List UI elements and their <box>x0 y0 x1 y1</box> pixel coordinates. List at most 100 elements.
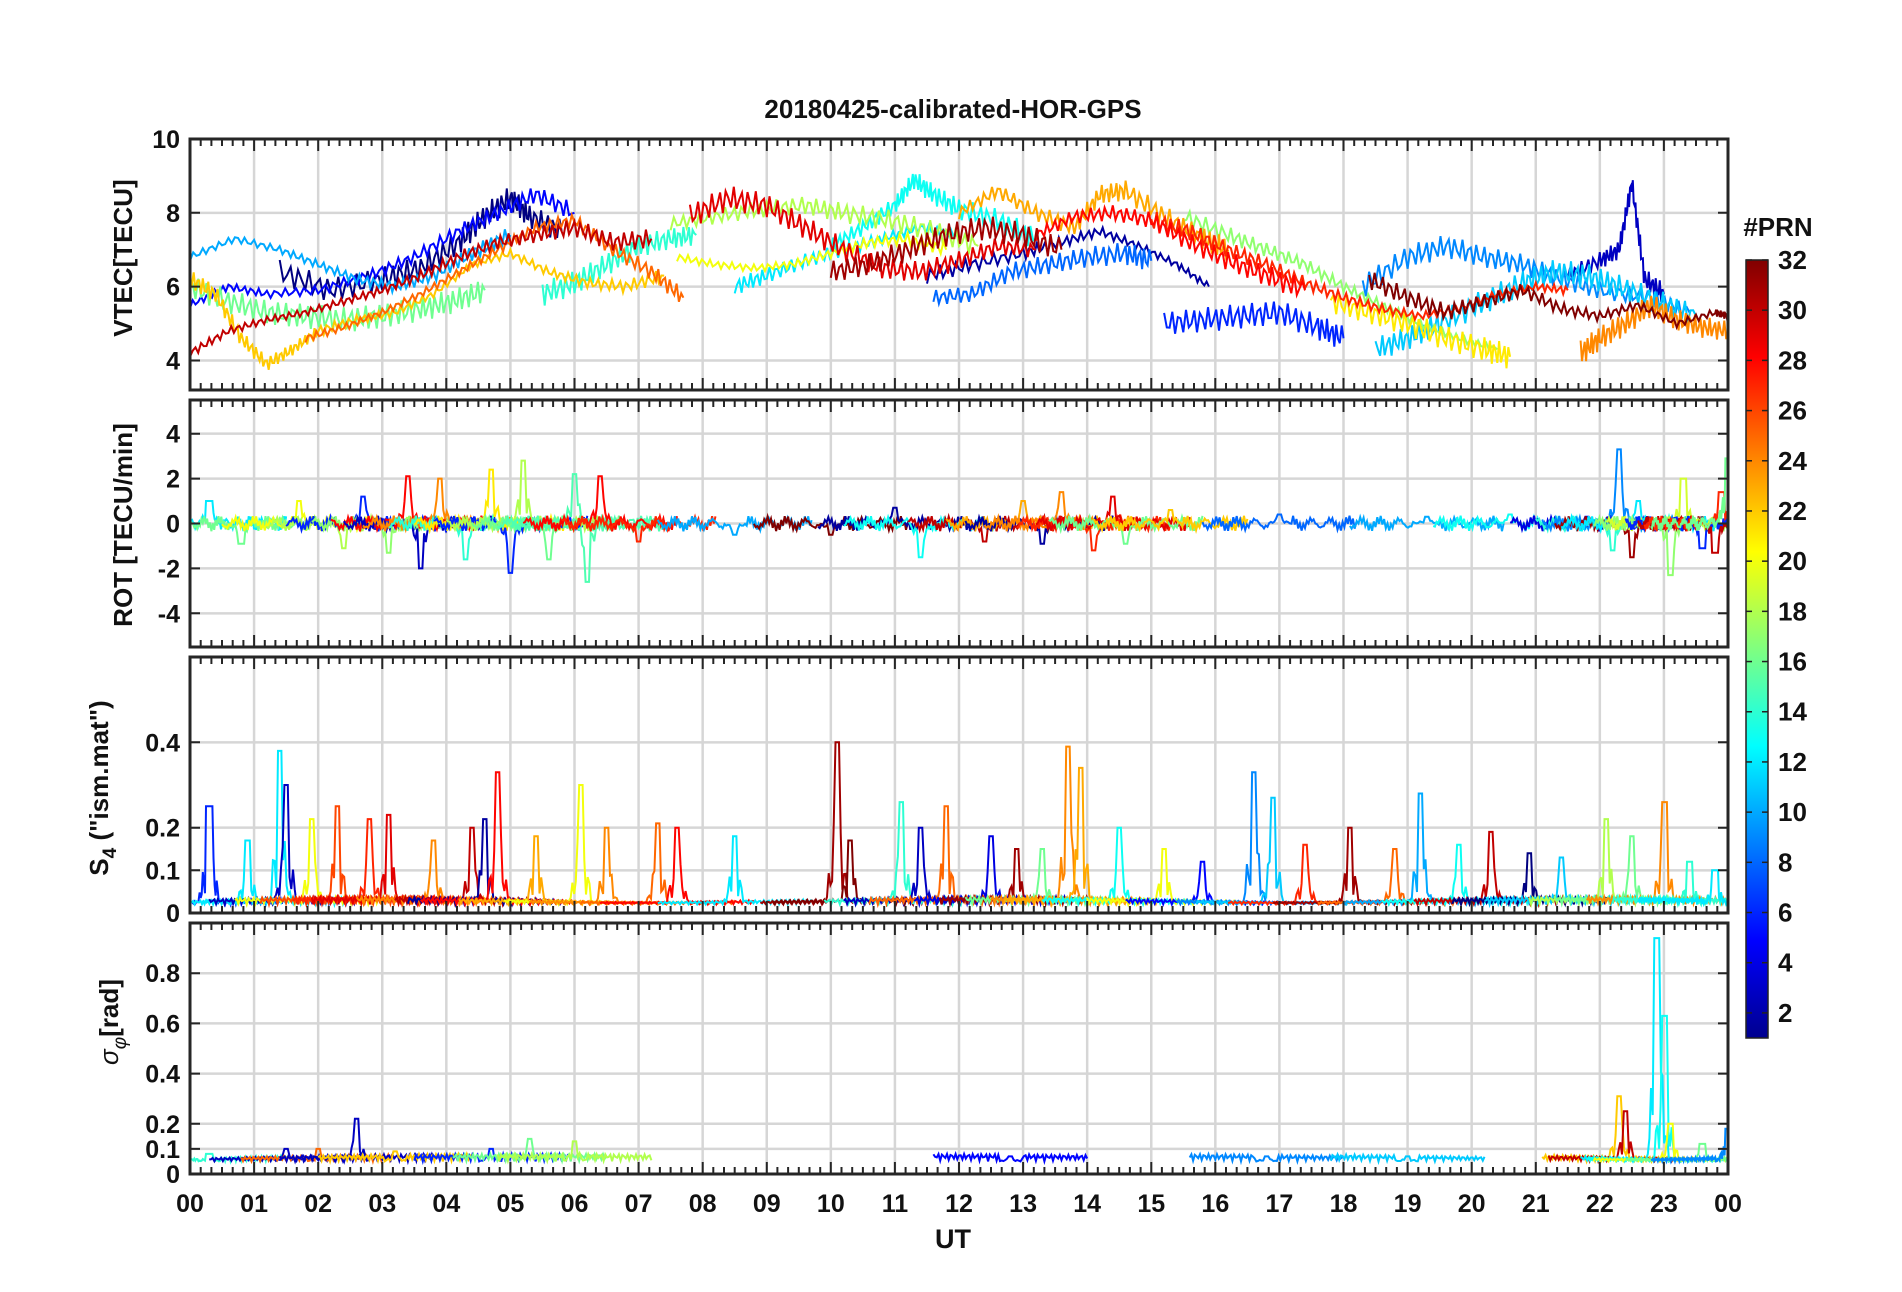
x-tick-label: 23 <box>1650 1190 1678 1218</box>
vtec-series-prn-32 <box>1368 272 1728 331</box>
vtec-series-prn-27 <box>1150 212 1569 323</box>
rot-spike-prn-27 <box>561 513 717 543</box>
x-tick-label: 11 <box>882 1190 909 1218</box>
vtec-y-tick-label: 10 <box>152 126 180 154</box>
x-tick-label: 07 <box>625 1190 653 1218</box>
rot-y-tick-label: 0 <box>166 511 180 539</box>
s4-label-rest: ("ism.mat") <box>84 700 114 847</box>
vtec-y-axis-label: VTEC[TECU] <box>108 179 138 336</box>
sigma-phi-y-axis-label: σφ[rad] <box>94 979 131 1065</box>
sigma_phi-spike-prn-9 <box>1650 1127 1728 1165</box>
rot-y-tick-label: 4 <box>166 421 180 449</box>
sigma_phi-spike-prn-9 <box>1188 1151 1345 1166</box>
x-tick-label: 20 <box>1458 1190 1486 1218</box>
vtec-y-tick-label: 6 <box>166 274 180 302</box>
sigma_phi-x-tick-marks <box>189 923 1729 1174</box>
x-tick-label: 22 <box>1586 1190 1614 1218</box>
x-tick-label: 03 <box>368 1190 396 1218</box>
vtec-x-tick-marks <box>189 139 1729 390</box>
x-axis-label: UT <box>935 1224 971 1254</box>
s4-y-tick-label: 0.4 <box>145 729 180 757</box>
s4-spike-prn-23 <box>1002 766 1159 909</box>
colorbar-tick-label: 8 <box>1778 847 1792 877</box>
s4-spike-prn-28 <box>599 826 755 907</box>
vtec-y-tick-label: 8 <box>166 200 180 228</box>
s4-spike-prn-16 <box>1554 835 1710 908</box>
sigma_phi-spike-prn-5 <box>932 1150 1089 1166</box>
x-axis-ticks: 00 01 02 03 04 05 06 07 08 09 10 11 12 13 14 15 16 17 18 19… <box>176 1190 1742 1218</box>
vtec-series-prn-25 <box>304 211 685 343</box>
rot-y-tick-label: -2 <box>158 555 180 583</box>
sigma_phi-y-tick-label: 0.6 <box>145 1010 180 1038</box>
vtec-series-prn-8 <box>932 243 1153 308</box>
x-tick-label: 09 <box>753 1190 781 1218</box>
x-tick-label: 10 <box>817 1190 845 1218</box>
sigma_phi-spike-prn-6 <box>413 1147 570 1166</box>
x-tick-label: 04 <box>432 1190 460 1218</box>
x-tick-label: 01 <box>240 1190 268 1218</box>
s4-label-main: S <box>84 858 114 875</box>
x-tick-label: 00 <box>176 1190 204 1218</box>
sigma-label-rest: [rad] <box>94 979 124 1037</box>
colorbar-tick-label: 26 <box>1778 396 1807 426</box>
sigma_phi-y-tick-label: 0 <box>166 1161 180 1189</box>
colorbar-title: #PRN <box>1743 212 1812 242</box>
colorbar-tick-label: 30 <box>1778 295 1807 325</box>
sigma_phi-spike-prn-3 <box>278 1117 435 1166</box>
vtec-series-prn-14 <box>541 226 697 306</box>
s4-spike-prn-26 <box>259 805 416 909</box>
sigma_phi-panel: 00.10.2 0.4 0.6 0.8 <box>145 921 1730 1189</box>
s4-spike-prn-24 <box>528 826 685 907</box>
vtec-series-prn-10 <box>190 229 512 296</box>
sigma_phi-y-tick-label: 0.8 <box>145 960 180 988</box>
vtec-series-prn-23 <box>958 180 1230 261</box>
sigma_phi-y-tick-marks <box>190 972 1728 1175</box>
colorbar-tick-label: 16 <box>1778 647 1807 677</box>
s4-x-tick-marks <box>189 657 1729 913</box>
s4-spike-prn-5 <box>1125 860 1281 908</box>
sigma_phi-data <box>190 937 1728 1166</box>
vtec-panel: 4 6 8 10 <box>152 126 1730 392</box>
vtec-series-prn-24 <box>1579 295 1728 362</box>
s4-data <box>190 741 1728 909</box>
rot-spike-prn-10 <box>1349 513 1505 533</box>
vtec-series-prn-31 <box>829 216 1063 281</box>
vtec-series-prn-2 <box>926 224 1210 288</box>
vtec-series-prn-20 <box>676 229 948 274</box>
s4-y-axis-label: S4 ("ism.mat") <box>84 700 121 875</box>
x-tick-label: 14 <box>1073 1190 1101 1218</box>
rot-spike-prn-8 <box>1201 513 1358 534</box>
colorbar-tick-label: 10 <box>1778 797 1807 827</box>
s4-y-tick-marks <box>190 741 1728 914</box>
colorbar-tick-label: 18 <box>1778 596 1807 626</box>
rot-spike-prn-2 <box>817 506 973 533</box>
s4-panel: 0 0.1 0.2 0.4 <box>145 655 1730 928</box>
sigma_phi-y-tick-label: 0.1 <box>145 1136 180 1164</box>
s4-label-subscript: 4 <box>100 847 121 858</box>
sigma_phi-y-tick-label: 0.4 <box>145 1061 180 1089</box>
colorbar-tick-label: 22 <box>1778 496 1807 526</box>
x-tick-label: 13 <box>1009 1190 1037 1218</box>
colorbar-tick-label: 32 <box>1778 245 1807 275</box>
rot-spike-prn-6 <box>1624 515 1728 550</box>
vtec-series-prn-9 <box>1361 235 1691 319</box>
s4-y-tick-label: 0.2 <box>145 815 180 843</box>
colorbar-tick-label: 24 <box>1778 446 1807 476</box>
x-tick-label: 08 <box>689 1190 717 1218</box>
rot-spike-prn-16 <box>1048 513 1204 545</box>
colorbar-tick-label: 28 <box>1778 345 1807 375</box>
x-tick-label: 05 <box>497 1190 525 1218</box>
vtec-series-prn-29 <box>688 186 1037 281</box>
rot-y-tick-marks <box>190 432 1728 615</box>
x-tick-label: 19 <box>1394 1190 1422 1218</box>
rot-y-tick-label: 2 <box>166 466 180 494</box>
vtec-y-tick-label: 4 <box>166 347 180 375</box>
x-tick-label: 00 <box>1714 1190 1742 1218</box>
vtec-series-prn-6 <box>1163 301 1345 347</box>
rot-x-tick-marks <box>189 400 1729 647</box>
s4-y-tick-label: 0 <box>166 900 180 928</box>
colorbar-tick-label: 12 <box>1778 747 1807 777</box>
colorbar-tick-label: 20 <box>1778 546 1807 576</box>
colorbar-gradient <box>1745 259 1769 1039</box>
